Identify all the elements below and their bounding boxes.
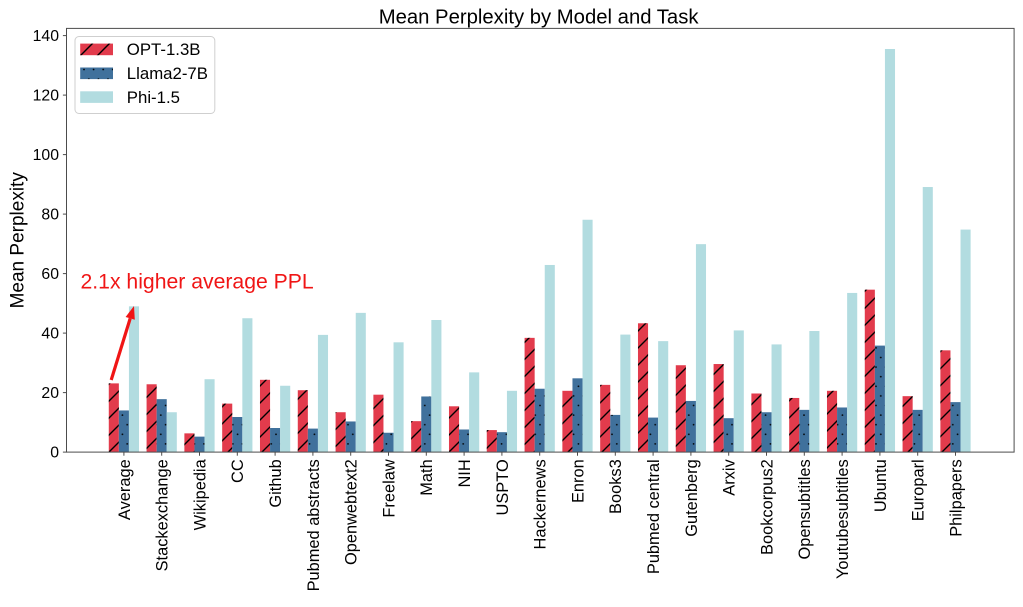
svg-text:60: 60 [41, 266, 59, 283]
svg-text:Gutenberg: Gutenberg [683, 459, 701, 536]
svg-text:20: 20 [41, 385, 59, 402]
svg-text:Freelaw: Freelaw [380, 459, 398, 517]
svg-text:Llama2-7B: Llama2-7B [127, 64, 208, 83]
svg-text:NIH: NIH [456, 459, 474, 487]
svg-text:100: 100 [33, 147, 60, 164]
svg-text:Math: Math [418, 459, 436, 495]
svg-text:80: 80 [41, 207, 59, 224]
svg-text:Ubuntu: Ubuntu [872, 459, 890, 512]
svg-text:Openwebtext2: Openwebtext2 [343, 459, 361, 565]
svg-text:Pubmed abstracts: Pubmed abstracts [305, 459, 323, 591]
svg-text:2.1x higher average PPL: 2.1x higher average PPL [81, 271, 314, 294]
svg-text:Books3: Books3 [607, 459, 625, 514]
svg-text:140: 140 [33, 28, 60, 45]
svg-text:Mean Perplexity: Mean Perplexity [8, 172, 29, 309]
svg-text:Philpapers: Philpapers [947, 459, 965, 536]
svg-text:120: 120 [33, 88, 60, 105]
svg-text:Mean Perplexity by Model and T: Mean Perplexity by Model and Task [379, 7, 700, 29]
svg-text:Stackexchange: Stackexchange [154, 459, 172, 571]
svg-text:Hackernews: Hackernews [532, 459, 550, 549]
svg-text:OPT-1.3B: OPT-1.3B [127, 40, 201, 59]
svg-text:Arxiv: Arxiv [721, 459, 739, 496]
svg-text:40: 40 [41, 326, 59, 343]
svg-text:Enron: Enron [569, 459, 587, 503]
svg-text:Wikipedia: Wikipedia [191, 458, 209, 530]
svg-text:Average: Average [116, 459, 134, 520]
svg-text:Youtubesubtitles: Youtubesubtitles [834, 459, 852, 579]
svg-text:Phi-1.5: Phi-1.5 [127, 88, 180, 107]
svg-text:Github: Github [267, 459, 285, 507]
svg-text:Opensubtitles: Opensubtitles [796, 459, 814, 559]
svg-text:0: 0 [50, 445, 59, 462]
svg-text:Pubmed central: Pubmed central [645, 459, 663, 574]
svg-text:USPTO: USPTO [494, 459, 512, 515]
svg-text:Europarl: Europarl [910, 459, 928, 521]
svg-text:Bookcorpus2: Bookcorpus2 [758, 459, 776, 555]
svg-text:CC: CC [229, 459, 247, 483]
